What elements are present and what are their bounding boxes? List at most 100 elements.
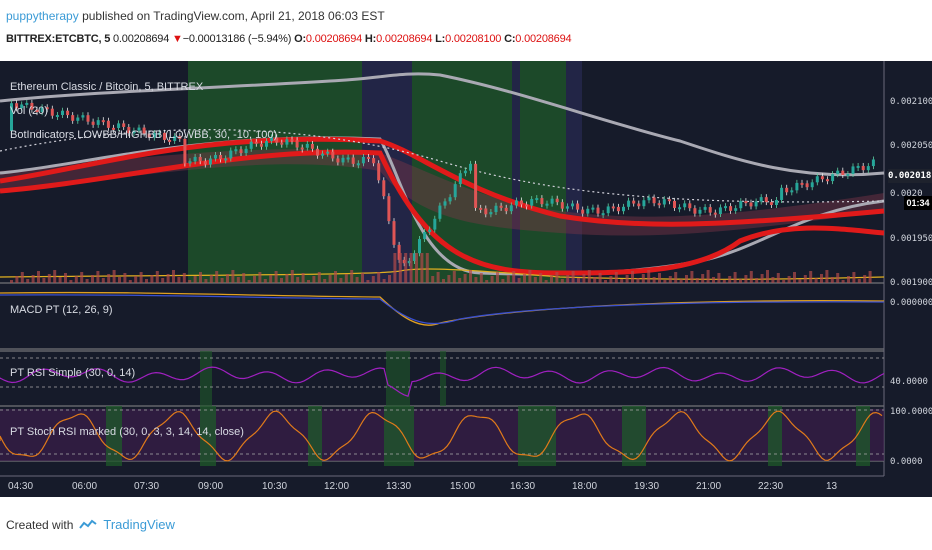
candle-body xyxy=(321,153,325,156)
candle-body xyxy=(657,203,661,206)
candle-body xyxy=(596,207,600,214)
candle-body xyxy=(474,163,478,208)
candle-body xyxy=(219,155,223,160)
volume-bar xyxy=(409,253,413,283)
macd-indicator-label[interactable]: MACD PT (12, 26, 9) xyxy=(10,304,113,316)
volume-bar xyxy=(58,277,62,283)
volume-bar xyxy=(728,276,732,283)
rsi-line xyxy=(0,366,885,397)
volume-bar xyxy=(793,272,796,283)
volume-bar xyxy=(155,271,159,283)
candle-body xyxy=(387,196,391,222)
candle-body xyxy=(571,203,574,207)
volume-bar xyxy=(782,280,786,283)
candle-body xyxy=(632,200,636,204)
volume-bar xyxy=(847,276,850,283)
candle-body xyxy=(795,182,799,191)
footer: Created with TradingView xyxy=(6,517,175,532)
candle-body xyxy=(326,151,330,154)
candle-body xyxy=(254,141,258,144)
low-value: 0.00208100 xyxy=(445,33,502,45)
candle-body xyxy=(479,207,483,210)
chart-canvas[interactable] xyxy=(0,61,932,497)
volume-bar xyxy=(64,273,67,283)
candle-body xyxy=(826,179,829,182)
volume-bar xyxy=(701,274,705,283)
stoch-rsi-indicator-label[interactable]: PT Stoch RSI marked (30, 0, 3, 3, 14, 14… xyxy=(10,426,244,438)
candle-body xyxy=(586,208,590,214)
candle-body xyxy=(780,187,784,200)
volume-bar xyxy=(182,273,186,283)
rsi-indicator-label[interactable]: PT RSI Simple (30, 0, 14) xyxy=(10,367,136,379)
quote-line: BITTREX:ETCBTC, 5 0.00208694 ▼−0.0001318… xyxy=(6,33,572,45)
volume-bar xyxy=(577,278,580,283)
candle-body xyxy=(724,206,727,209)
publisher-link[interactable]: puppytherapy xyxy=(6,9,79,23)
volume-bar xyxy=(107,274,111,283)
candle-body xyxy=(540,198,544,205)
candle-body xyxy=(35,109,39,113)
candle-body xyxy=(101,120,105,123)
bot-indicator-label[interactable]: BotIndicators LOWBB/HIGHBB (LOWBB, 30, -… xyxy=(10,129,278,141)
volume-bar xyxy=(836,273,840,283)
volume-bar xyxy=(317,272,321,283)
open-label: O: xyxy=(294,33,306,45)
volume-bar xyxy=(96,271,100,283)
volume-bar xyxy=(825,270,829,283)
candle-body xyxy=(790,190,794,193)
candle-body xyxy=(846,173,850,176)
candle-body xyxy=(168,139,172,142)
candle-body xyxy=(132,130,136,134)
candle-body xyxy=(759,197,763,202)
candle-body xyxy=(805,183,809,188)
candle-body xyxy=(122,123,126,127)
volume-bar xyxy=(803,275,807,283)
candle-body xyxy=(565,206,569,209)
volume-bar xyxy=(636,278,640,283)
volume-bar xyxy=(101,278,105,283)
volume-bar xyxy=(366,280,370,283)
volume-bar xyxy=(74,276,78,283)
volume-bar xyxy=(204,279,208,283)
volume-bar xyxy=(641,274,645,283)
candle-body xyxy=(520,200,523,205)
volume-indicator-label[interactable]: Vol (20) xyxy=(10,105,48,117)
volume-bar xyxy=(307,280,310,283)
volume-bar xyxy=(620,279,624,283)
candle-body xyxy=(341,157,345,163)
candle-body xyxy=(494,205,498,213)
volume-bar xyxy=(85,279,89,283)
volume-bar xyxy=(841,280,845,283)
time-tick: 21:00 xyxy=(696,481,722,492)
volume-bar xyxy=(863,275,867,283)
candle-body xyxy=(259,143,263,147)
volume-bar xyxy=(490,276,494,283)
candle-body xyxy=(591,207,595,210)
candle-body xyxy=(152,133,156,138)
candle-body xyxy=(484,208,488,215)
candle-body xyxy=(310,143,314,149)
candle-body xyxy=(667,199,671,202)
candle-body xyxy=(45,107,49,110)
candle-body xyxy=(86,115,90,122)
volume-bar xyxy=(253,276,256,283)
volume-bar xyxy=(695,278,699,283)
volume-bar xyxy=(355,277,359,283)
tradingview-brand-link[interactable]: TradingView xyxy=(103,517,175,532)
volume-bar xyxy=(193,276,197,283)
candle-body xyxy=(871,159,875,167)
volume-bar xyxy=(463,274,467,283)
candle-body xyxy=(55,115,59,118)
candle-body xyxy=(244,148,248,154)
candle-body xyxy=(550,198,554,204)
volume-bar xyxy=(247,280,251,283)
candle-body xyxy=(397,244,401,260)
candle-body xyxy=(469,163,472,171)
candle-body xyxy=(820,176,824,180)
candle-body xyxy=(127,126,131,134)
candle-body xyxy=(71,115,75,121)
volume-bar xyxy=(766,270,769,283)
stoch-zone xyxy=(308,406,322,466)
chart-area[interactable]: Ethereum Classic / Bitcoin, 5, BITTREX V… xyxy=(0,61,932,497)
candle-body xyxy=(10,103,13,131)
